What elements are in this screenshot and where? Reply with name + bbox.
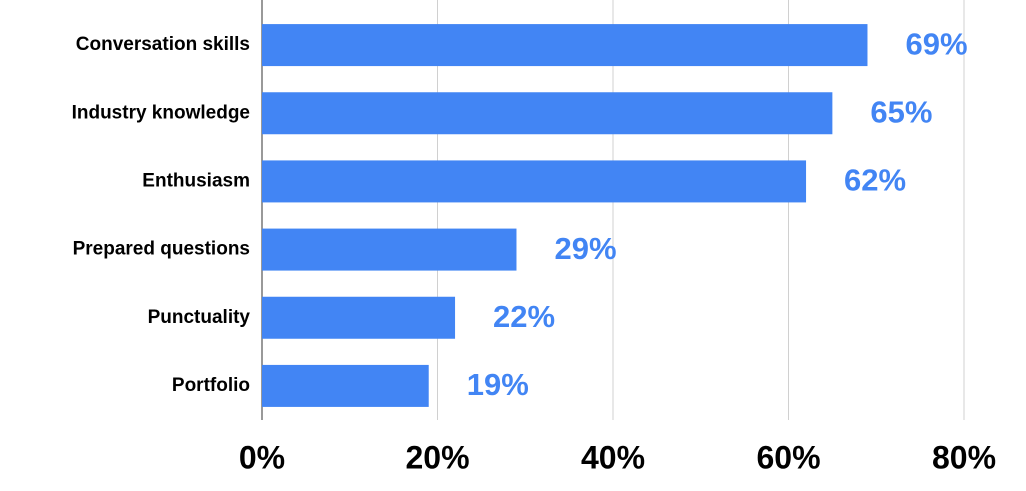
y-tick-label: Punctuality bbox=[148, 307, 251, 328]
value-label: 19% bbox=[467, 367, 529, 402]
value-label: 62% bbox=[844, 163, 906, 198]
x-tick-label: 0% bbox=[239, 439, 285, 475]
x-tick-label: 60% bbox=[756, 439, 820, 475]
y-tick-label: Enthusiasm bbox=[142, 170, 250, 191]
x-tick-label: 20% bbox=[405, 439, 469, 475]
y-tick-label: Industry knowledge bbox=[72, 102, 250, 123]
bar bbox=[262, 160, 807, 203]
bar bbox=[262, 228, 517, 271]
value-label: 69% bbox=[905, 26, 967, 61]
x-tick-label: 40% bbox=[581, 439, 645, 475]
y-tick-label: Prepared questions bbox=[73, 239, 250, 260]
bar bbox=[262, 24, 868, 67]
value-label: 29% bbox=[554, 231, 616, 266]
value-label: 65% bbox=[870, 94, 932, 129]
y-tick-label: Portfolio bbox=[172, 375, 250, 396]
bar bbox=[262, 296, 456, 339]
bar bbox=[262, 92, 833, 135]
y-tick-label: Conversation skills bbox=[76, 34, 250, 55]
value-label: 22% bbox=[493, 299, 555, 334]
bar bbox=[262, 364, 429, 407]
x-tick-label: 80% bbox=[932, 439, 996, 475]
